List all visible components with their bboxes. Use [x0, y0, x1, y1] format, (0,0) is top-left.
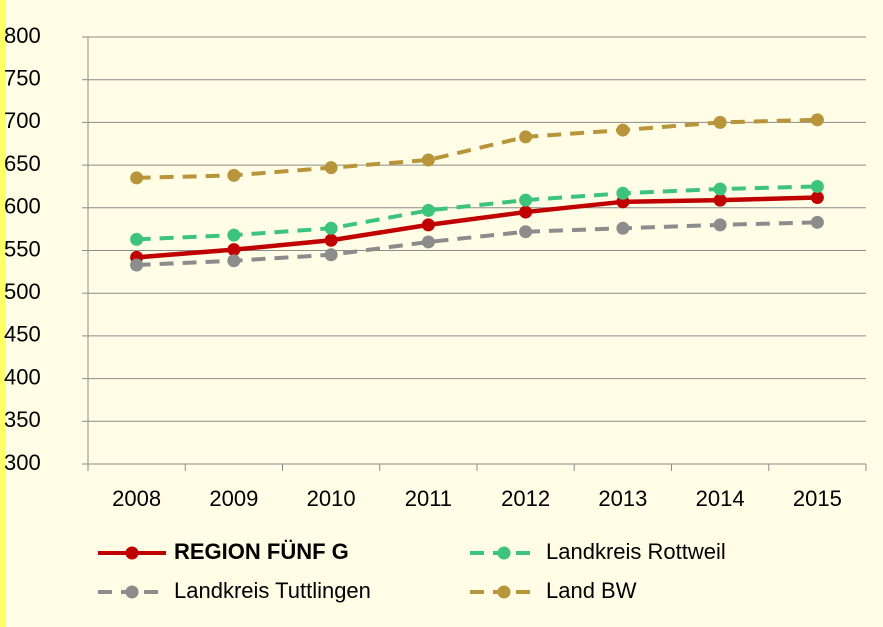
data-point [519, 205, 533, 219]
x-tick-label: 2011 [405, 486, 452, 511]
legend-label: REGION FÜNF G [174, 539, 349, 564]
legend-label: Land BW [546, 578, 637, 603]
y-tick-label: 550 [4, 236, 41, 261]
series-line [136, 195, 818, 260]
data-point [130, 232, 144, 246]
y-tick-label: 350 [4, 407, 41, 432]
data-point [616, 221, 630, 235]
data-point [810, 179, 824, 193]
data-point [810, 113, 824, 127]
data-point [519, 130, 533, 144]
data-point [324, 161, 338, 175]
y-tick-label: 600 [4, 194, 41, 219]
data-point [421, 218, 435, 232]
x-tick-label: 2009 [209, 486, 258, 511]
y-tick-label: 800 [4, 23, 41, 48]
data-point [130, 258, 144, 272]
data-point [324, 248, 338, 262]
x-tick-label: 2013 [598, 486, 647, 511]
legend-marker [497, 585, 511, 599]
data-point [324, 221, 338, 235]
legend-marker [497, 546, 511, 560]
legend-label: Landkreis Tuttlingen [174, 578, 371, 603]
data-point [713, 218, 727, 232]
data-point [519, 193, 533, 207]
data-point [421, 203, 435, 217]
data-point [130, 171, 144, 185]
data-point [227, 228, 241, 242]
legend-label: Landkreis Rottweil [546, 539, 726, 564]
data-point [713, 193, 727, 207]
x-tick-label: 2012 [501, 486, 550, 511]
y-tick-label: 750 [4, 66, 41, 91]
data-point [713, 115, 727, 129]
data-point [227, 254, 241, 268]
data-point [810, 191, 824, 205]
x-tick-label: 2008 [112, 486, 161, 511]
y-tick-label: 300 [4, 450, 41, 475]
data-point [519, 225, 533, 239]
y-tick-label: 650 [4, 151, 41, 176]
data-point [227, 168, 241, 182]
data-point [421, 235, 435, 249]
data-point [421, 153, 435, 167]
y-tick-label: 500 [4, 279, 41, 304]
data-point [616, 123, 630, 137]
y-tick-label: 700 [4, 108, 41, 133]
left-border [0, 0, 6, 627]
legend-marker [125, 546, 139, 560]
data-point [324, 233, 338, 247]
y-tick-label: 450 [4, 322, 41, 347]
x-tick-label: 2015 [793, 486, 842, 511]
data-point [616, 186, 630, 200]
x-tick-label: 2014 [696, 486, 745, 511]
data-point [227, 243, 241, 257]
legend-marker [125, 585, 139, 599]
x-tick-label: 2010 [307, 486, 356, 511]
data-point [810, 215, 824, 229]
y-tick-label: 400 [4, 364, 41, 389]
data-point [713, 182, 727, 196]
